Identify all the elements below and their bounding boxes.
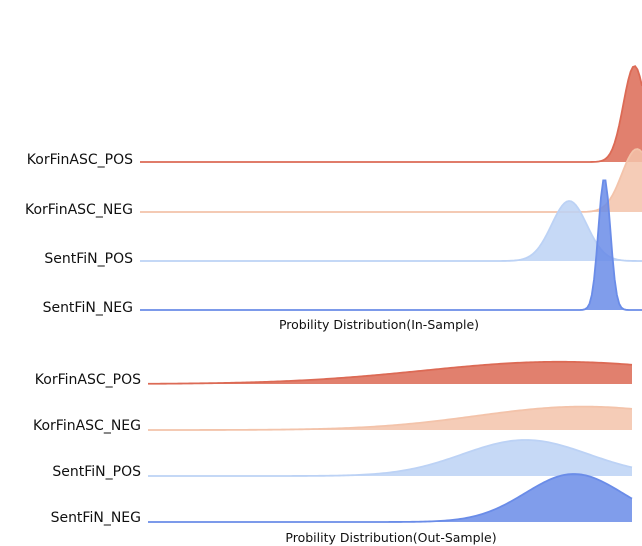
out-sample-line-sentfin-pos <box>148 439 633 477</box>
out-sample-label-sentfin-neg: SentFiN_NEG <box>51 510 141 526</box>
out-sample-line-korfinasc-pos <box>147 360 633 385</box>
out-sample-line-korfinasc-neg <box>148 405 633 431</box>
out-sample-panel: KorFinASC_POS KorFinASC_NEG SentFiN_POS Sen… <box>33 360 633 545</box>
out-sample-area-sentfin-pos <box>148 440 632 476</box>
in-sample-area-sentfin-pos <box>140 201 642 261</box>
in-sample-label-korfinasc-neg: KorFinASC_NEG <box>25 202 133 218</box>
out-sample-label-korfinasc-pos: KorFinASC_POS <box>35 372 141 388</box>
x-axis-label-in-sample: Probility Distribution(In-Sample) <box>279 317 479 332</box>
out-sample-area-korfinasc-pos <box>148 361 632 384</box>
in-sample-label-sentfin-pos: SentFiN_POS <box>44 251 133 267</box>
in-sample-label-korfinasc-pos: KorFinASC_POS <box>27 152 133 168</box>
out-sample-label-sentfin-pos: SentFiN_POS <box>52 464 141 480</box>
in-sample-panel: KorFinASC_POS KorFinASC_NEG SentFiN_POS Sen… <box>25 65 642 332</box>
out-sample-line-sentfin-neg <box>148 473 633 523</box>
x-axis-label-out-sample: Probility Distribution(Out-Sample) <box>285 530 496 545</box>
in-sample-label-sentfin-neg: SentFiN_NEG <box>43 300 133 316</box>
in-sample-line-sentfin-neg <box>140 179 642 311</box>
out-sample-label-korfinasc-neg: KorFinASC_NEG <box>33 418 141 434</box>
in-sample-area-korfinasc-pos <box>140 66 642 162</box>
out-sample-area-korfinasc-neg <box>148 406 632 430</box>
in-sample-line-korfinasc-pos <box>140 65 642 163</box>
in-sample-line-sentfin-pos <box>140 200 642 262</box>
out-sample-area-sentfin-neg <box>148 474 632 522</box>
